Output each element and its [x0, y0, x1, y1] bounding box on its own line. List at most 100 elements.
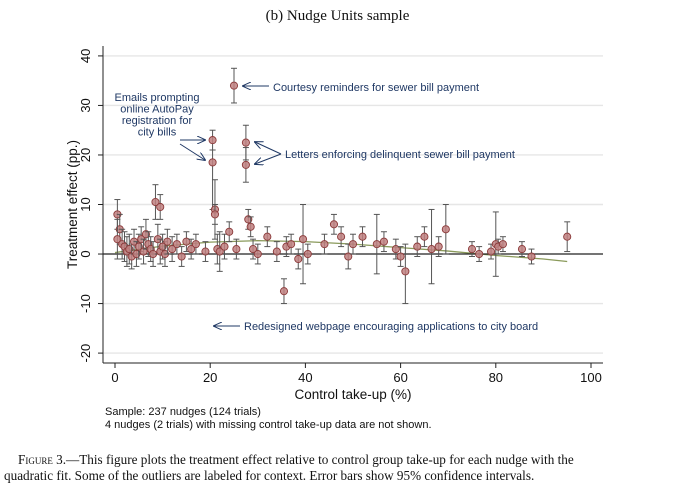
point-marker	[467, 245, 477, 254]
data-point	[272, 241, 281, 262]
data-point	[241, 147, 250, 183]
point-marker	[348, 240, 358, 249]
grid-lines	[103, 55, 603, 354]
point-marker	[168, 245, 177, 254]
data-point	[220, 233, 229, 260]
point-marker	[486, 247, 496, 256]
data-point	[215, 231, 224, 272]
data-point	[475, 246, 484, 262]
x-tick-label: 40	[298, 370, 312, 385]
caption-line1: This figure plots the treatment effect r…	[79, 452, 574, 467]
data-point	[298, 204, 308, 285]
data-point	[187, 238, 196, 260]
data-point	[225, 221, 234, 243]
data-point	[201, 241, 210, 262]
point-marker	[287, 240, 296, 249]
x-tick-label: 0	[111, 370, 118, 385]
figure-caption: Figure 3.—This figure plots the treatmen…	[4, 452, 672, 484]
data-point	[210, 204, 220, 225]
data-point	[358, 226, 367, 248]
point-marker	[208, 158, 217, 167]
point-marker	[172, 240, 181, 249]
y-tick-label: -10	[78, 294, 93, 313]
data-point	[182, 231, 191, 253]
point-marker	[337, 232, 346, 241]
data-point	[563, 221, 572, 253]
data-point	[413, 236, 422, 258]
annotation-arrow	[179, 143, 205, 160]
annotation: Redesigned webpage encouraging applicati…	[214, 321, 538, 333]
point-marker	[379, 237, 388, 246]
point-marker	[441, 225, 450, 234]
data-point	[348, 233, 358, 255]
data-point	[246, 216, 255, 238]
data-point	[151, 184, 160, 220]
point-marker	[517, 245, 527, 254]
data-point	[168, 236, 177, 262]
data-point	[441, 204, 450, 255]
caption-dash: —	[66, 452, 80, 467]
data-point	[320, 233, 329, 255]
y-tick-label: 40	[78, 49, 93, 63]
point-marker	[372, 240, 381, 249]
point-marker	[263, 232, 272, 241]
y-tick-label: -20	[78, 344, 93, 363]
annotation-text: city bills	[138, 127, 177, 139]
sample-note-line1: Sample: 237 nudges (124 trials)	[105, 406, 261, 418]
data-point	[344, 243, 353, 270]
point-marker	[182, 237, 191, 246]
y-axis-title: Treatment effect (pp.)	[65, 140, 80, 269]
point-marker	[396, 252, 405, 261]
y-tick-label: 10	[78, 197, 93, 211]
data-point	[287, 233, 296, 255]
point-marker	[132, 249, 141, 259]
point-marker	[427, 245, 436, 254]
annotation-arrow	[255, 142, 282, 155]
point-marker	[413, 242, 422, 251]
data-point	[139, 238, 148, 265]
annotations: Courtesy reminders for sewer bill paymen…	[115, 82, 538, 333]
data-point	[427, 208, 436, 285]
data-point	[279, 278, 289, 305]
point-marker	[279, 287, 289, 296]
y-tick-label: 30	[78, 98, 93, 112]
annotation: Letters enforcing delinquent sewer bill …	[255, 142, 515, 164]
point-marker	[215, 247, 224, 256]
annotation-arrow	[255, 153, 282, 164]
point-marker	[158, 242, 167, 251]
data-point	[191, 233, 200, 255]
data-point	[232, 238, 241, 260]
point-marker	[527, 252, 536, 261]
point-marker	[246, 222, 255, 231]
annotation-text: Emails prompting	[115, 92, 200, 104]
point-marker	[113, 235, 122, 244]
point-marker	[139, 247, 148, 256]
data-point	[372, 213, 381, 275]
data-point	[401, 243, 410, 305]
y-tick-label: 0	[78, 250, 93, 257]
point-marker	[563, 232, 572, 241]
scatter-chart: -20 -10 0 10 20 30 40 0 20 40 60 80 100 Control take-…	[65, 46, 603, 402]
data-point	[229, 67, 239, 104]
point-marker	[125, 245, 134, 254]
point-marker	[151, 197, 160, 207]
data-point	[467, 241, 477, 258]
caption-line2: quadratic fit. Some of the outliers are …	[4, 468, 535, 483]
point-marker	[187, 245, 196, 254]
point-marker	[344, 252, 353, 261]
x-tick-label: 60	[393, 370, 407, 385]
data-points	[113, 67, 572, 305]
x-tick-label: 20	[203, 370, 217, 385]
point-marker	[210, 210, 220, 219]
point-marker	[391, 245, 400, 254]
point-marker	[248, 245, 258, 254]
sample-notes: Sample: 237 nudges (124 trials) 4 nudges…	[105, 406, 432, 432]
x-axis-title: Control take-up (%)	[294, 387, 411, 402]
data-point	[208, 129, 217, 151]
point-marker	[134, 242, 143, 251]
annotation-text: Redesigned webpage encouraging applicati…	[244, 321, 538, 333]
point-marker	[358, 232, 367, 241]
point-marker	[241, 160, 250, 169]
data-point	[163, 228, 172, 255]
